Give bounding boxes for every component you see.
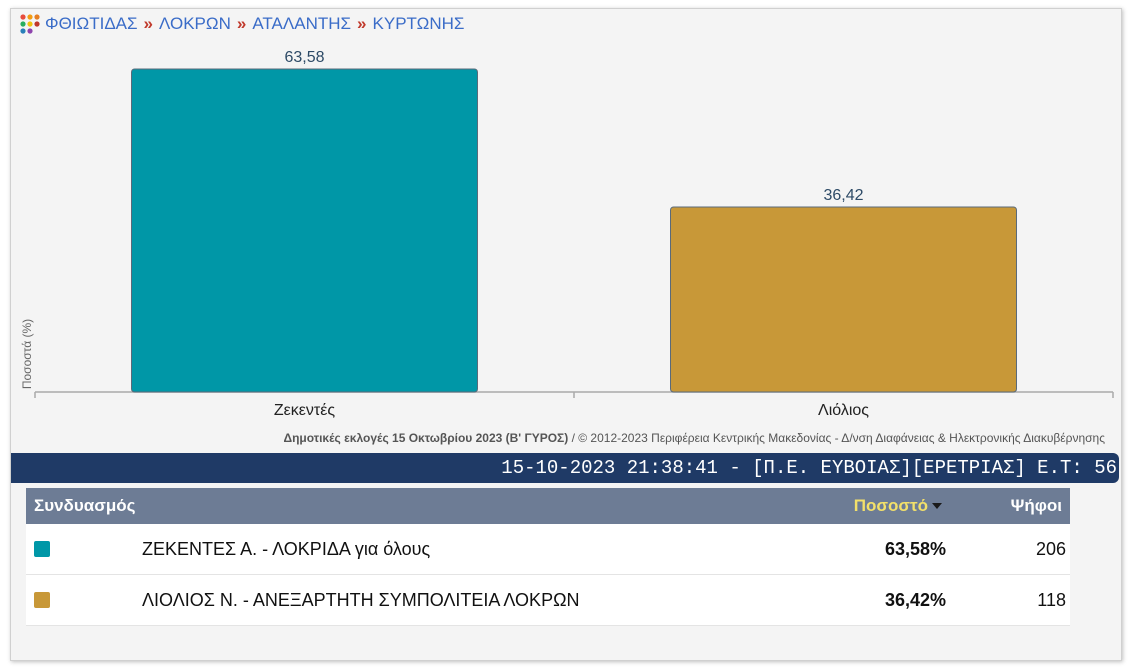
colored-dots-icon: [20, 14, 40, 34]
coalition-votes: 118: [1037, 589, 1066, 610]
bar-value-label: 63,58: [284, 49, 324, 66]
breadcrumb-item-prefecture[interactable]: ΦΘΙΩΤΙΔΑΣ: [45, 14, 138, 33]
header-percentage-label: Ποσοστό: [853, 496, 928, 515]
color-swatch: [34, 541, 50, 557]
header-votes[interactable]: Ψήφοι: [1010, 496, 1062, 515]
election-title: Δημοτικές εκλογές 15 Οκτωβρίου 2023 (Β' …: [283, 431, 569, 445]
breadcrumb-separator: »: [357, 14, 367, 33]
table-row: ΖΕΚΕΝΤΕΣ Α. - ΛΟΚΡΙΔΑ για όλους 63,58% 2…: [26, 524, 1070, 575]
table-row: ΛΙΟΛΙΟΣ Ν. - ΑΝΕΞΑΡΤΗΤΗ ΣΥΜΠΟΛΙΤΕΙΑ ΛΟΚΡ…: [26, 575, 1070, 626]
coalition-percentage: 63,58%: [884, 538, 946, 559]
news-ticker: 15-10-2023 21:38:41 - [Π.Ε. ΕΥΒΟΙΑΣ][ΕΡΕ…: [11, 453, 1119, 483]
header-percentage[interactable]: Ποσοστό: [827, 496, 942, 516]
bar-chart: Ποσοστά (%) 63,58 Ζεκεντές 36,42 Λιόλιος: [20, 49, 1114, 419]
breadcrumb-item-unit[interactable]: ΑΤΑΛΑΝΤΗΣ: [252, 14, 352, 33]
y-axis-label: Ποσοστά (%): [20, 319, 34, 389]
bar-1[interactable]: [131, 68, 478, 393]
copyright-text: / © 2012-2023 Περιφέρεια Κεντρικής Μακεδ…: [568, 431, 1105, 445]
coalition-percentage: 36,42%: [884, 589, 946, 610]
table-header: Συνδυασμός Ποσοστό Ψήφοι: [26, 488, 1070, 524]
bar-value-label: 36,42: [823, 187, 863, 204]
breadcrumb-separator: »: [143, 14, 153, 33]
chart-caption: Δημοτικές εκλογές 15 Οκτωβρίου 2023 (Β' …: [283, 431, 1105, 445]
coalition-name: ΖΕΚΕΝΤΕΣ Α. - ΛΟΚΡΙΔΑ για όλους: [142, 538, 431, 559]
results-table: Συνδυασμός Ποσοστό Ψήφοι ΖΕΚΕΝΤΕΣ Α. - Λ…: [26, 488, 1070, 626]
color-swatch: [34, 592, 50, 608]
bar-2[interactable]: [670, 206, 1017, 393]
breadcrumb-item-community: ΚΥΡΤΩΝΗΣ: [372, 14, 465, 33]
x-tick-label: Λιόλιος: [818, 402, 869, 419]
breadcrumb-separator: »: [236, 14, 247, 33]
sort-desc-icon: [932, 503, 942, 509]
x-tick-label: Ζεκεντές: [274, 402, 335, 419]
header-coalition[interactable]: Συνδυασμός: [34, 496, 136, 515]
breadcrumb-item-municipality[interactable]: ΛΟΚΡΩΝ: [159, 14, 231, 33]
results-panel: ΦΘΙΩΤΙΔΑΣ » ΛΟΚΡΩΝ » ΑΤΑΛΑΝΤΗΣ » ΚΥΡΤΩΝΗ…: [10, 8, 1122, 661]
breadcrumb: ΦΘΙΩΤΙΔΑΣ » ΛΟΚΡΩΝ » ΑΤΑΛΑΝΤΗΣ » ΚΥΡΤΩΝΗ…: [19, 13, 464, 35]
coalition-votes: 206: [1035, 538, 1066, 559]
coalition-name: ΛΙΟΛΙΟΣ Ν. - ΑΝΕΞΑΡΤΗΤΗ ΣΥΜΠΟΛΙΤΕΙΑ ΛΟΚΡ…: [142, 589, 580, 610]
